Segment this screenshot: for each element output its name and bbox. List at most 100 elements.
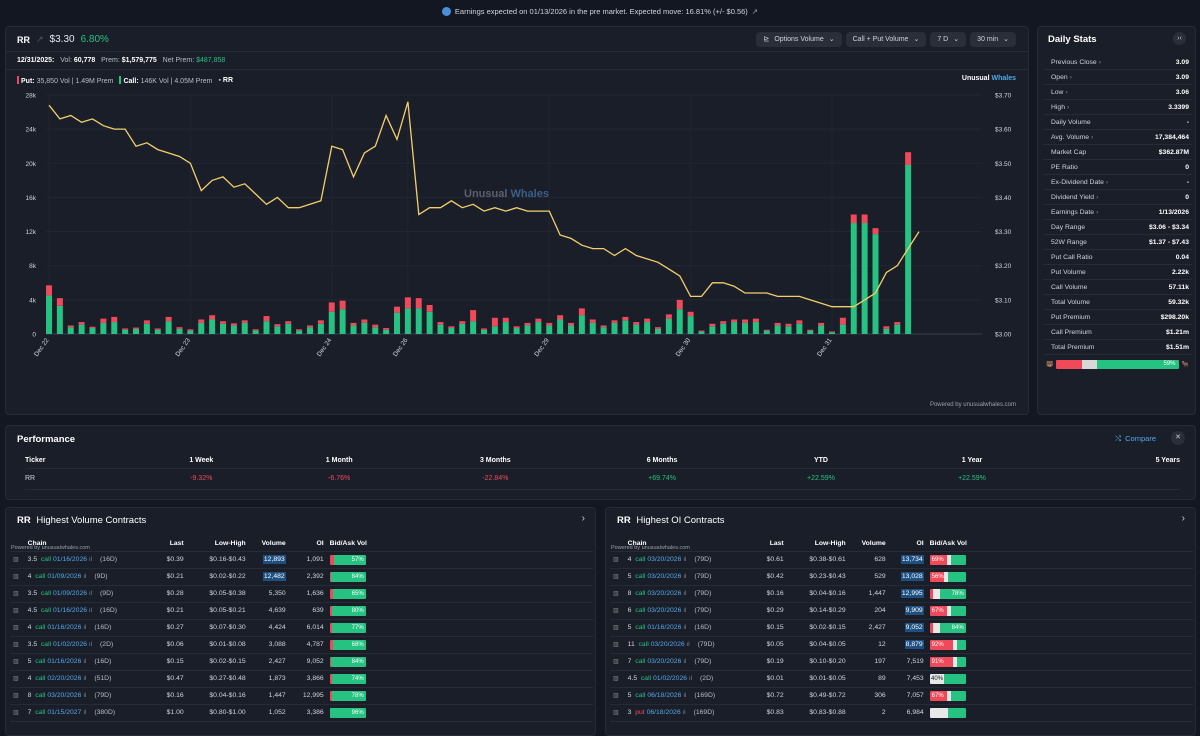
powered-by[interactable]: Powered by unusualwhales.com — [11, 545, 90, 551]
chain-cell[interactable]: 5 call 01/16/2026 ıl (16D) — [624, 619, 753, 637]
contract-row[interactable]: ▥ 4 call 01/09/2026 ıl (9D) $0.21 $0.02-$0.22… — [10, 568, 593, 586]
stat-row[interactable]: Ex-Dividend Date › - — [1043, 175, 1192, 190]
header-chain[interactable]: Chain — [24, 536, 153, 552]
chain-cell[interactable]: 3.5 call 01/09/2026 ıl (9D) — [24, 585, 153, 603]
chart-mini-icon[interactable]: ıl — [89, 591, 93, 597]
chart-mini-icon[interactable]: ıl — [83, 693, 87, 699]
volume-type-dropdown[interactable]: Call + Put Volume ⌄ — [845, 32, 927, 47]
chevron-right-icon[interactable]: › — [1181, 513, 1185, 524]
chart-mini-icon[interactable]: ıl — [683, 591, 687, 597]
earnings-banner[interactable]: Earnings expected on 01/13/2026 in the p… — [0, 6, 1200, 18]
header-oi[interactable]: OI — [288, 536, 327, 552]
chain-cell[interactable]: 11 call 03/20/2026 ıl (79D) — [624, 636, 753, 654]
stat-row[interactable]: Low › 3.06 — [1043, 85, 1192, 100]
expiry-date[interactable]: 03/20/2026 — [647, 607, 682, 614]
expiry-date[interactable]: 01/09/2026 — [53, 590, 88, 597]
contract-row[interactable]: ▥ 3.5 call 01/16/2026 ıl (16D) $0.39 $0.16-$0… — [10, 551, 593, 569]
external-link-icon[interactable]: ↗ — [751, 7, 759, 16]
header-chain[interactable]: Chain — [624, 536, 753, 552]
expiry-date[interactable]: 01/15/2027 — [47, 709, 82, 716]
interval-dropdown[interactable]: 30 min ⌄ — [970, 32, 1016, 47]
chain-cell[interactable]: 3.5 call 01/16/2026 ıl (16D) — [24, 551, 153, 569]
chain-cell[interactable]: 4 call 01/16/2026 ıl (16D) — [24, 619, 153, 637]
stat-row[interactable]: Avg. Volume › 17,384,464 — [1043, 130, 1192, 145]
contract-row[interactable]: ▥ 5 call 01/16/2026 ıl (16D) $0.15 $0.02-$0.1… — [610, 619, 1193, 637]
contract-row[interactable]: ▥ 8 call 03/20/2026 ıl (79D) $0.16 $0.04-$0.1… — [10, 687, 593, 705]
expiry-date[interactable]: 03/20/2026 — [647, 556, 682, 563]
expiry-date[interactable]: 03/20/2026 — [647, 573, 682, 580]
chart-mini-icon[interactable]: ıl — [83, 659, 87, 665]
stat-row[interactable]: Dividend Yield › 0 — [1043, 190, 1192, 205]
expiry-date[interactable]: 01/09/2026 — [47, 573, 82, 580]
chart-mini-icon[interactable]: ıl — [682, 710, 686, 716]
chart-mini-icon[interactable]: ıl — [83, 710, 87, 716]
expiry-date[interactable]: 03/20/2026 — [650, 641, 685, 648]
chart-mini-icon[interactable]: ıl — [683, 659, 687, 665]
stat-row[interactable]: Earnings Date › 1/13/2026 — [1043, 205, 1192, 220]
expiry-date[interactable]: 01/16/2026 — [47, 624, 82, 631]
chart-mini-icon[interactable]: ıl — [683, 608, 687, 614]
expiry-date[interactable]: 01/02/2026 — [653, 675, 688, 682]
chart-mini-icon[interactable]: ıl — [683, 574, 687, 580]
contract-row[interactable]: ▥ 5 call 06/18/2026 ıl (169D) $0.72 $0.49-$0.… — [610, 687, 1193, 705]
chain-cell[interactable]: 3 put 06/18/2026 ıl (169D) — [624, 704, 753, 722]
powered-by[interactable]: Powered by unusualwhales.com — [611, 545, 690, 551]
chain-cell[interactable]: 4 call 03/20/2026 ıl (79D) — [624, 551, 753, 569]
contract-row[interactable]: ▥ 4 call 01/16/2026 ıl (16D) $0.27 $0.07-$0.3… — [10, 619, 593, 637]
chain-cell[interactable]: 4 call 01/09/2026 ıl (9D) — [24, 568, 153, 586]
expiry-date[interactable]: 01/16/2026 — [47, 658, 82, 665]
contract-row[interactable]: ▥ 4.5 call 01/02/2026 ıl (2D) $0.01 $0.01-$0.… — [610, 670, 1193, 688]
chain-cell[interactable]: 4.5 call 01/16/2026 ıl (16D) — [24, 602, 153, 620]
chain-cell[interactable]: 8 call 03/20/2026 ıl (79D) — [24, 687, 153, 705]
chain-cell[interactable]: 7 call 01/15/2027 ıl (380D) — [24, 704, 153, 722]
chart-mini-icon[interactable]: ıl — [83, 625, 87, 631]
chart-mini-icon[interactable]: ıl — [683, 557, 687, 563]
contract-row[interactable]: ▥ 5 call 01/16/2026 ıl (16D) $0.15 $0.02-$0.1… — [10, 653, 593, 671]
expiry-date[interactable]: 06/18/2026 — [646, 709, 681, 716]
stat-row[interactable]: Open › 3.09 — [1043, 70, 1192, 85]
contract-row[interactable]: ▥ 4.5 call 01/16/2026 ıl (16D) $0.21 $0.05-$0… — [10, 602, 593, 620]
chart-mini-icon[interactable]: ıl — [683, 693, 687, 699]
chart-mini-icon[interactable]: ıl — [683, 625, 687, 631]
header-bid-ask-vol[interactable]: Bid/Ask Vol — [326, 536, 593, 552]
options-volume-chart[interactable]: 28k 24k 20k 16k 12k 8k 4k 0 $3.70 $3.60 $3.50 $3.40… — [6, 87, 1028, 397]
collapse-icon[interactable]: ✕ — [1171, 431, 1185, 445]
chart-mini-icon[interactable]: ıl — [83, 676, 87, 682]
powered-by[interactable]: Powered by unusualwhales.com — [929, 402, 1016, 408]
chart-type-dropdown[interactable]: ⊵ Options Volume ⌄ — [756, 32, 842, 47]
stat-row[interactable]: Previous Close › 3.09 — [1043, 55, 1192, 70]
chain-cell[interactable]: 3.5 call 01/02/2026 ıl (2D) — [24, 636, 153, 654]
contract-row[interactable]: ▥ 7 call 03/20/2026 ıl (79D) $0.19 $0.10-$0.2… — [610, 653, 1193, 671]
chain-cell[interactable]: 5 call 03/20/2026 ıl (79D) — [624, 568, 753, 586]
header-volume[interactable]: Volume — [848, 536, 889, 552]
chain-cell[interactable]: 4 call 02/20/2026 ıl (51D) — [24, 670, 153, 688]
contract-row[interactable]: ▥ 4 call 03/20/2026 ıl (79D) $0.61 $0.38-$0.6… — [610, 551, 1193, 569]
expiry-date[interactable]: 02/20/2026 — [47, 675, 82, 682]
contract-row[interactable]: ▥ 3 put 06/18/2026 ıl (169D) $0.83 $0.83-$0.8… — [610, 704, 1193, 722]
contract-row[interactable]: ▥ 4 call 02/20/2026 ıl (51D) $0.47 $0.27-$0.4… — [10, 670, 593, 688]
chain-cell[interactable]: 5 call 01/16/2026 ıl (16D) — [24, 653, 153, 671]
chain-cell[interactable]: 8 call 03/20/2026 ıl (79D) — [624, 585, 753, 603]
contract-row[interactable]: ▥ 5 call 03/20/2026 ıl (79D) $0.42 $0.23-$0.4… — [610, 568, 1193, 586]
header-last[interactable]: Last — [752, 536, 787, 552]
contract-row[interactable]: ▥ 11 call 03/20/2026 ıl (79D) $0.05 $0.04-$0.… — [610, 636, 1193, 654]
expiry-date[interactable]: 06/18/2026 — [647, 692, 682, 699]
expiry-date[interactable]: 01/16/2026 — [53, 556, 88, 563]
expiry-date[interactable]: 03/20/2026 — [647, 658, 682, 665]
legend-call[interactable]: Call: 146K Vol | 4.05M Prem — [119, 76, 212, 85]
chart-mini-icon[interactable]: ıl — [89, 642, 93, 648]
contract-row[interactable]: ▥ 3.5 call 01/09/2026 ıl (9D) $0.28 $0.05-$0.… — [10, 585, 593, 603]
chart-mini-icon[interactable]: ıl — [83, 574, 87, 580]
chain-cell[interactable]: 6 call 03/20/2026 ıl (79D) — [624, 602, 753, 620]
chart-mini-icon[interactable]: ıl — [89, 557, 93, 563]
expiry-date[interactable]: 01/16/2026 — [53, 607, 88, 614]
expiry-date[interactable]: 03/20/2026 — [47, 692, 82, 699]
chart-mini-icon[interactable]: ıl — [689, 676, 693, 682]
header-last[interactable]: Last — [152, 536, 187, 552]
stat-row[interactable]: High › 3.3399 — [1043, 100, 1192, 115]
collapse-button[interactable]: ›‹ — [1173, 32, 1186, 45]
contract-row[interactable]: ▥ 8 call 03/20/2026 ıl (79D) $0.16 $0.04-$0.1… — [610, 585, 1193, 603]
expiry-date[interactable]: 01/02/2026 — [53, 641, 88, 648]
contract-row[interactable]: ▥ 6 call 03/20/2026 ıl (79D) $0.29 $0.14-$0.2… — [610, 602, 1193, 620]
header-low-high[interactable]: Low-High — [786, 536, 849, 552]
